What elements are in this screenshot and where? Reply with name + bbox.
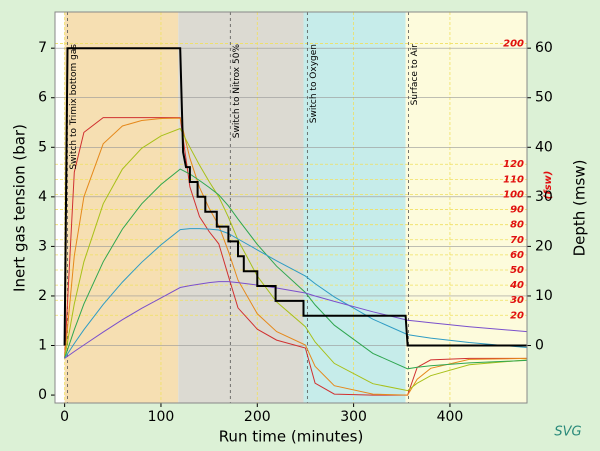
background-band: [178, 12, 304, 403]
plot-frame: [54, 11, 528, 404]
fsw-tick-label: 50: [510, 265, 524, 276]
fsw-tick-label: 110: [503, 174, 524, 185]
x-tick-label: 300: [340, 409, 367, 425]
y-tick-label: 6: [38, 90, 47, 106]
y-axis-label: Inert gas tension (bar): [11, 124, 29, 292]
y2-tick-label: 60: [535, 40, 553, 56]
fsw-tick-label: 200: [503, 38, 524, 49]
tissue-curve: [64, 168, 528, 370]
y-tick-label: 7: [38, 40, 47, 56]
background-band: [405, 12, 527, 403]
background-band: [303, 12, 406, 403]
y-tick-label: 0: [38, 387, 47, 403]
y-tick-label: 4: [38, 189, 47, 205]
y2-tick-label: 0: [535, 338, 544, 354]
y2-tick-label: 50: [535, 90, 553, 106]
annotation: Switch to Nitrox 50%: [232, 44, 242, 139]
x-tick-label: 0: [60, 409, 69, 425]
tissue-curve: [64, 127, 528, 392]
y-tick-label: 5: [38, 139, 47, 155]
x-tick-label: 400: [437, 409, 464, 425]
logo: SVG: [554, 425, 581, 440]
fsw-tick-label: 80: [510, 220, 524, 231]
y-tick-label: 1: [38, 338, 47, 354]
y-tick-label: 2: [38, 288, 47, 304]
y2-tick-label: 40: [535, 139, 553, 155]
annotation: Switch to Oxygen: [309, 44, 319, 123]
annotation: Surface to Air: [410, 44, 420, 106]
y2-tick-label: 10: [535, 288, 553, 304]
depth-profile: [63, 47, 527, 347]
fsw-tick-label: 70: [510, 235, 524, 246]
tissue-curve: [64, 117, 528, 396]
y-tick-label: 3: [38, 238, 47, 254]
x-tick-label: 200: [244, 409, 271, 425]
tissue-curve: [64, 281, 528, 359]
x-axis-label: Run time (minutes): [219, 428, 364, 446]
y2-tick-label: 20: [535, 238, 553, 254]
background-band: [64, 12, 179, 403]
y2-tick-label: 30: [535, 189, 553, 205]
fsw-tick-label: 90: [510, 205, 524, 216]
fsw-tick-label: 30: [510, 295, 524, 306]
fsw-tick-label: 20: [510, 310, 524, 321]
fsw-tick-label: 40: [509, 280, 524, 291]
fsw-tick-label: 100: [503, 189, 524, 200]
y3-axis-label: (fsw): [543, 171, 554, 200]
fsw-tick-label: 60: [510, 250, 524, 261]
fsw-tick-label: 120: [503, 159, 524, 170]
annotation: Switch to Trimix bottom gas: [69, 44, 79, 170]
y2-axis-label: Depth (msw): [571, 160, 589, 257]
x-tick-label: 100: [148, 409, 175, 425]
